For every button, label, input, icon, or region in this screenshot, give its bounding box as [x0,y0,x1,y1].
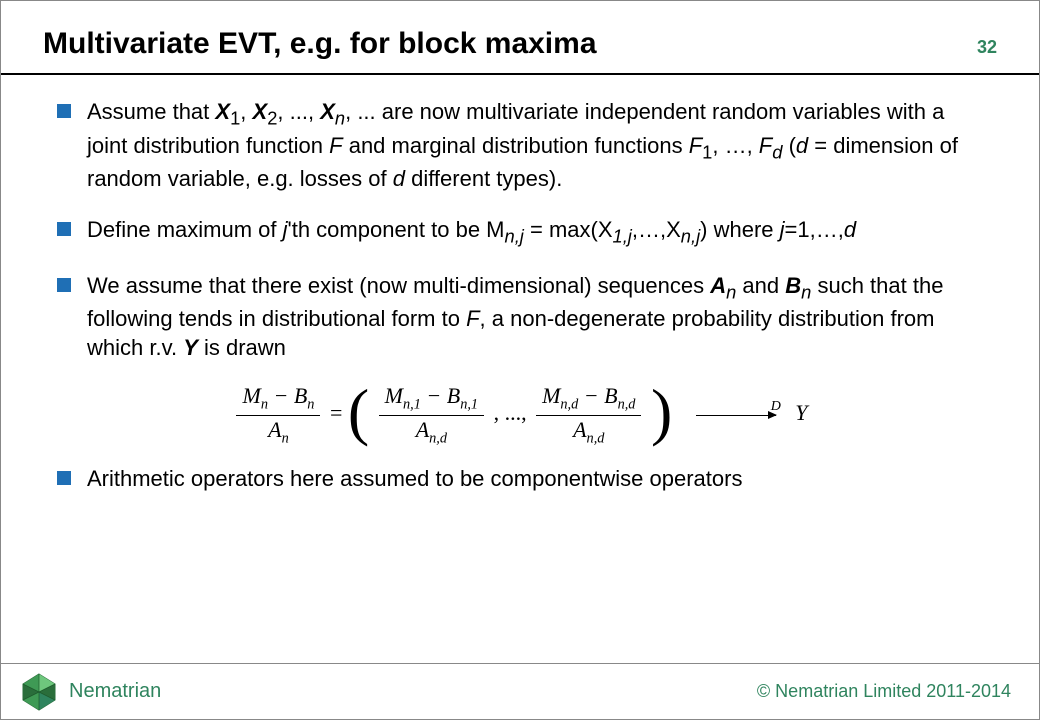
fraction-1: Mn,1 − Bn,1 An,d [379,384,484,446]
var-A: A [710,273,726,298]
copyright-text: © Nematrian Limited 2011-2014 [757,681,1011,702]
sub: n [335,107,345,128]
var-d: d [844,217,856,242]
text-run: We assume that there exist (now multi-di… [87,273,710,298]
bullet-3: We assume that there exist (now multi-di… [57,271,983,363]
slide: Multivariate EVT, e.g. for block maxima … [0,0,1040,720]
fraction-left: Mn − Bn An [236,384,320,446]
sub: 1 [230,107,240,128]
var-Xn: X [320,99,335,124]
sub: 1,j [613,226,632,247]
sub: n [726,281,736,302]
var-F: F [329,133,342,158]
text-run: different types). [405,166,562,191]
text-run: is drawn [198,335,286,360]
sub: 2 [267,107,277,128]
text-run: ( [782,133,795,158]
text-run: , …, [712,133,758,158]
footer: Nematrian © Nematrian Limited 2011-2014 [1,663,1039,719]
text-run: , ..., [277,99,320,124]
equals-sign: = [330,400,348,425]
text-run: and [736,273,785,298]
text-run: = max(X [524,217,613,242]
content-area: Assume that X1, X2, ..., Xn, ... are now… [57,97,983,515]
logo-icon [19,672,59,712]
var-d: d [393,166,405,191]
text-run: and marginal distribution functions [343,133,689,158]
footer-left: Nematrian [19,672,161,712]
sub: n,j [681,226,700,247]
title-bar: Multivariate EVT, e.g. for block maxima … [43,27,997,61]
bullet-4: Arithmetic operators here assumed to be … [57,464,983,493]
fraction-d: Mn,d − Bn,d An,d [536,384,641,446]
page-number: 32 [977,37,997,58]
var-X2: X [253,99,268,124]
ellipsis: , ..., [494,400,533,425]
text-run: =1,…, [785,217,844,242]
var-d: d [796,133,808,158]
text-run: ) where [700,217,779,242]
bullet-list: Assume that X1, X2, ..., Xn, ... are now… [57,97,983,362]
brand-name: Nematrian [69,680,161,703]
var-Fd: F [759,133,772,158]
title-rule [1,73,1039,75]
text-run: Define maximum of [87,217,283,242]
var-B: B [785,273,801,298]
bullet-1: Assume that X1, X2, ..., Xn, ... are now… [57,97,983,193]
sub: d [772,141,782,162]
text-run: Assume that [87,99,215,124]
sub: 1 [702,141,712,162]
var-X1: X [215,99,230,124]
var-F1: F [689,133,702,158]
var-Y: Y [183,335,198,360]
equation: Mn − Bn An = ( Mn,1 − Bn,1 An,d , ..., M… [57,384,983,446]
bullet-list-2: Arithmetic operators here assumed to be … [57,464,983,493]
right-paren: ) [651,376,672,447]
slide-title: Multivariate EVT, e.g. for block maxima [43,27,597,61]
arrow-D: D [696,415,776,416]
bullet-2: Define maximum of j'th component to be M… [57,215,983,249]
left-paren: ( [348,376,369,447]
text-run: 'th component to be M [288,217,505,242]
sub: n [801,281,811,302]
text-run: , [240,99,252,124]
var-F: F [466,306,479,331]
text-run: ,…,X [632,217,681,242]
sub: n,j [505,226,524,247]
